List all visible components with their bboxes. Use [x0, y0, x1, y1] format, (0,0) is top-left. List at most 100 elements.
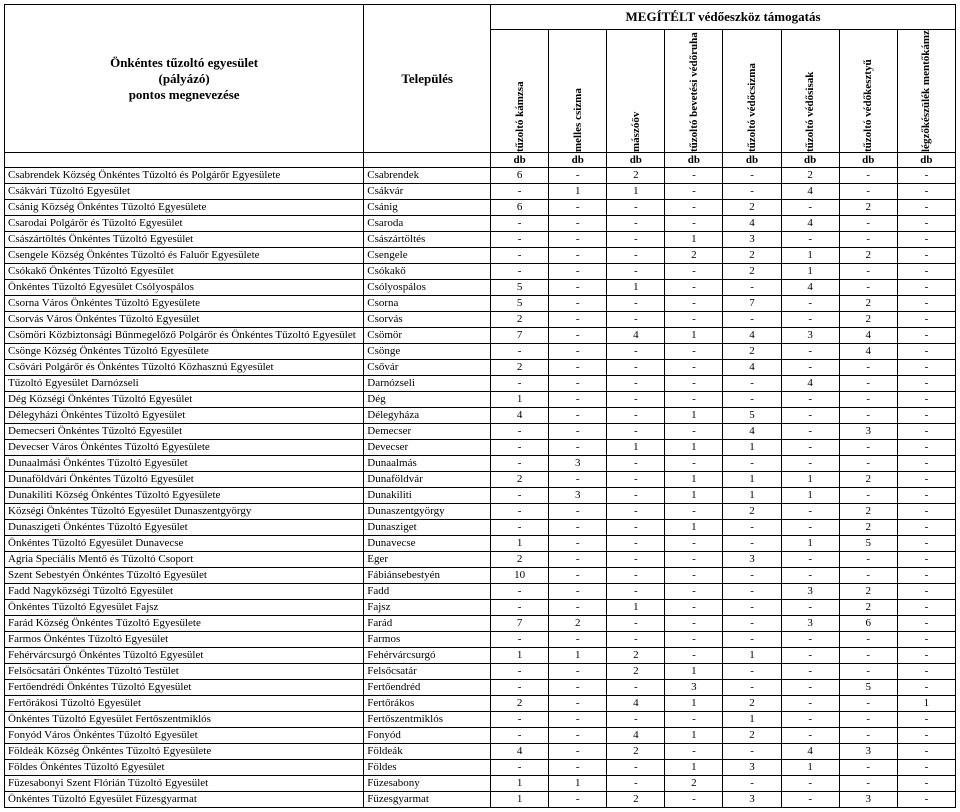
cell-value: 2	[607, 744, 665, 760]
cell-value: -	[897, 776, 955, 792]
cell-name: Földeák Község Önkéntes Tűzoltó Egyesüle…	[5, 744, 364, 760]
cell-value: -	[491, 264, 549, 280]
cell-value: -	[723, 168, 781, 184]
cell-value: -	[549, 200, 607, 216]
cell-value: -	[781, 440, 839, 456]
table-row: Csővári Polgárőr és Önkéntes Tűzoltó Köz…	[5, 360, 956, 376]
cell-value: -	[549, 296, 607, 312]
cell-value: 2	[839, 504, 897, 520]
cell-value: -	[549, 600, 607, 616]
cell-value: 2	[723, 504, 781, 520]
header-applicant: Önkéntes tűzoltó egyesület (pályázó) pon…	[5, 5, 364, 153]
cell-value: -	[549, 472, 607, 488]
cell-town: Csaroda	[364, 216, 491, 232]
cell-value: -	[607, 616, 665, 632]
cell-town: Dég	[364, 392, 491, 408]
cell-value: 4	[607, 328, 665, 344]
cell-value: 1	[665, 472, 723, 488]
table-row: Önkéntes Tűzoltó Egyesület FüzesgyarmatF…	[5, 792, 956, 808]
cell-town: Csővár	[364, 360, 491, 376]
cell-value: 1	[781, 488, 839, 504]
cell-value: 3	[723, 232, 781, 248]
cell-town: Csorna	[364, 296, 491, 312]
cell-value: -	[665, 648, 723, 664]
cell-value: -	[897, 312, 955, 328]
cell-value: -	[897, 744, 955, 760]
cell-town: Fajsz	[364, 600, 491, 616]
cell-value: -	[839, 216, 897, 232]
cell-name: Önkéntes Tűzoltó Egyesület Fajsz	[5, 600, 364, 616]
cell-value: 3	[549, 456, 607, 472]
cell-value: -	[549, 504, 607, 520]
cell-value: 2	[607, 168, 665, 184]
cell-name: Szent Sebestyén Önkéntes Tűzoltó Egyesül…	[5, 568, 364, 584]
cell-value: -	[607, 312, 665, 328]
cell-value: 3	[723, 552, 781, 568]
unit-2: db	[607, 153, 665, 168]
cell-value: 1	[607, 600, 665, 616]
table-row: Füzesabonyi Szent Flórián Tűzoltó Egyesü…	[5, 776, 956, 792]
cell-town: Farád	[364, 616, 491, 632]
table-row: Csarodai Polgárőr és Tűzoltó EgyesületCs…	[5, 216, 956, 232]
cell-value: -	[897, 392, 955, 408]
cell-value: -	[665, 168, 723, 184]
cell-value: -	[781, 648, 839, 664]
cell-value: -	[897, 504, 955, 520]
cell-value: -	[491, 664, 549, 680]
cell-value: 1	[665, 440, 723, 456]
cell-value: -	[781, 696, 839, 712]
cell-value: -	[839, 664, 897, 680]
colhdr-4: tűzoltó védőcsizma	[723, 30, 781, 153]
cell-value: -	[781, 712, 839, 728]
cell-name: Dunaföldvári Önkéntes Tűzoltó Egyesület	[5, 472, 364, 488]
cell-value: -	[839, 456, 897, 472]
unit-5: db	[781, 153, 839, 168]
cell-value: -	[781, 312, 839, 328]
cell-value: -	[549, 360, 607, 376]
cell-value: -	[607, 488, 665, 504]
cell-town: Dunasziget	[364, 520, 491, 536]
cell-value: -	[607, 376, 665, 392]
cell-value: -	[549, 424, 607, 440]
cell-value: -	[723, 520, 781, 536]
cell-name: Felsőcsatári Önkéntes Tűzoltó Testület	[5, 664, 364, 680]
cell-value: 4	[491, 408, 549, 424]
cell-value: 1	[549, 184, 607, 200]
cell-value: -	[665, 584, 723, 600]
cell-value: 2	[491, 312, 549, 328]
cell-value: -	[897, 488, 955, 504]
table-row: Önkéntes Tűzoltó Egyesület DunavecseDuna…	[5, 536, 956, 552]
cell-value: -	[723, 680, 781, 696]
cell-value: -	[607, 248, 665, 264]
cell-value: -	[665, 344, 723, 360]
cell-value: -	[839, 376, 897, 392]
colhdr-5: tűzoltó védősisak	[781, 30, 839, 153]
cell-value: -	[723, 744, 781, 760]
cell-value: -	[897, 376, 955, 392]
cell-value: 1	[781, 264, 839, 280]
cell-value: -	[781, 792, 839, 808]
cell-value: -	[723, 456, 781, 472]
cell-town: Devecser	[364, 440, 491, 456]
cell-value: -	[897, 216, 955, 232]
table-row: Dunakiliti Község Önkéntes Tűzoltó Egyes…	[5, 488, 956, 504]
cell-value: 5	[491, 280, 549, 296]
cell-value: 2	[723, 264, 781, 280]
cell-town: Fehérvárcsurgó	[364, 648, 491, 664]
cell-value: -	[839, 760, 897, 776]
cell-value: -	[839, 648, 897, 664]
cell-value: -	[897, 584, 955, 600]
cell-value: -	[839, 360, 897, 376]
cell-value: -	[665, 504, 723, 520]
cell-value: -	[607, 392, 665, 408]
cell-value: -	[897, 456, 955, 472]
cell-value: -	[839, 696, 897, 712]
cell-value: -	[607, 760, 665, 776]
cell-value: -	[665, 712, 723, 728]
colhdr-3: tűzoltó bevetési védőruha	[665, 30, 723, 153]
cell-town: Fertőszentmiklós	[364, 712, 491, 728]
cell-value: -	[723, 536, 781, 552]
cell-value: 3	[723, 760, 781, 776]
cell-value: -	[897, 408, 955, 424]
cell-value: -	[549, 568, 607, 584]
